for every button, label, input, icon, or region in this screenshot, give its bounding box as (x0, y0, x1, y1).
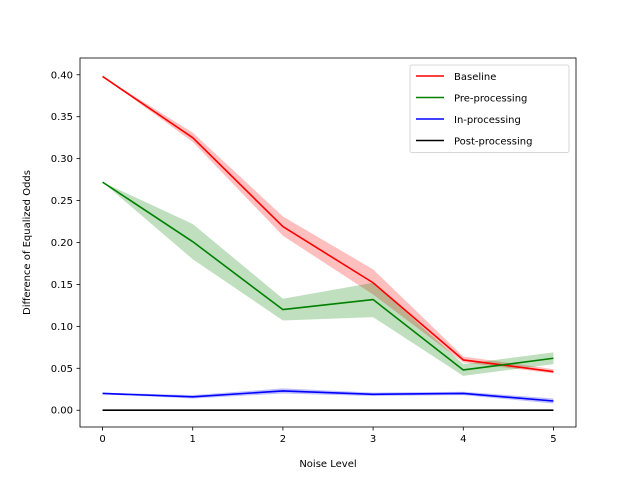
baseline-line (102, 75, 554, 373)
y-tick-label: 0.00 (51, 406, 73, 417)
y-tick-label: 0.30 (51, 154, 73, 165)
y-tick-label: 0.35 (51, 112, 73, 123)
y-tick-label: 0.20 (51, 238, 73, 249)
y-tick-label: 0.40 (51, 70, 73, 81)
y-tick-label: 0.15 (51, 280, 73, 291)
x-axis-label: Noise Level (299, 459, 356, 470)
legend: Baseline Pre-processing In-processing Post-… (409, 64, 570, 153)
y-axis-label: Difference of Equalized Odds (22, 170, 33, 315)
series-lines (102, 75, 554, 412)
x-tick-label: 1 (190, 434, 196, 445)
y-tick-label: 0.05 (51, 364, 73, 375)
baseline-legend-label: Baseline (454, 72, 496, 83)
in-processing-legend-label: In-processing (454, 115, 521, 126)
x-tick-label: 2 (280, 434, 286, 445)
pre-processing-line (102, 181, 554, 371)
post-processing-legend-label: Post-processing (454, 137, 532, 148)
x-tick-label: 5 (550, 434, 556, 445)
y-axis: 0.00 0.05 0.10 0.15 0.20 0.25 0.30 0.35 0.40 (51, 70, 80, 417)
x-axis: 0 1 2 3 4 5 (99, 427, 557, 445)
pre-processing-legend-label: Pre-processing (454, 94, 527, 105)
x-tick-label: 4 (460, 434, 466, 445)
in-processing-confidence-band (102, 388, 554, 404)
legend-box (409, 64, 570, 153)
y-tick-label: 0.10 (51, 322, 73, 333)
x-tick-label: 3 (370, 434, 376, 445)
in-processing-line (102, 390, 554, 402)
y-tick-label: 0.25 (51, 196, 73, 207)
x-tick-label: 0 (99, 434, 105, 445)
